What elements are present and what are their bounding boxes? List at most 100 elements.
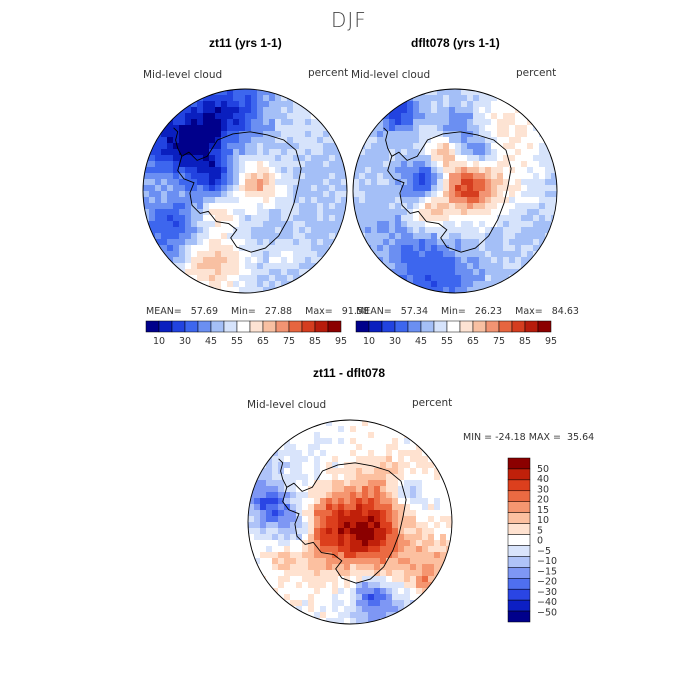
field-cell (290, 552, 297, 559)
field-cell (497, 119, 504, 126)
field-cell (371, 137, 378, 144)
field-cell (434, 516, 441, 523)
field-cell (467, 155, 474, 162)
field-cell (284, 528, 291, 535)
field-cell (380, 534, 387, 541)
field-cell (233, 221, 240, 228)
field-cell (389, 215, 396, 222)
field-cell (521, 161, 528, 168)
field-cell (197, 161, 204, 168)
field-cell (425, 215, 432, 222)
field-cell (362, 444, 369, 451)
colorbar3-swatch (507, 534, 531, 546)
field-cell (440, 546, 447, 553)
field-cell (455, 257, 462, 264)
field-cell (167, 119, 174, 126)
field-cell (323, 197, 330, 204)
field-cell (332, 594, 339, 601)
field-cell (422, 480, 429, 487)
field-cell (356, 510, 363, 517)
field-cell (332, 450, 339, 457)
field-cell (203, 197, 210, 204)
field-cell (299, 245, 306, 252)
field-cell (221, 89, 228, 96)
field-cell (539, 167, 546, 174)
field-cell (179, 263, 186, 270)
field-cell (428, 576, 435, 583)
field-cell (338, 528, 345, 535)
field-cell (311, 227, 318, 234)
field-cell (338, 582, 345, 589)
field-cell (308, 510, 315, 517)
field-cell (401, 185, 408, 192)
field-cell (395, 227, 402, 234)
field-cell (203, 257, 210, 264)
field-cell (371, 197, 378, 204)
field-cell (275, 137, 282, 144)
field-cell (311, 185, 318, 192)
field-cell (326, 468, 333, 475)
field-cell (149, 215, 156, 222)
field-cell (149, 179, 156, 186)
field-cell (413, 149, 420, 156)
field-cell (422, 522, 429, 529)
field-cell (257, 269, 264, 276)
field-cell (422, 468, 429, 475)
field-cell (446, 528, 452, 535)
field-cell (329, 215, 336, 222)
field-cell (332, 474, 339, 481)
field-cell (275, 107, 282, 114)
field-cell (287, 269, 294, 276)
globe-outline (247, 419, 453, 625)
field-cell (344, 492, 351, 499)
field-cell (272, 528, 279, 535)
field-cell (401, 191, 408, 198)
field-cell (155, 197, 162, 204)
field-cell (215, 281, 222, 288)
field-cell (302, 576, 309, 583)
field-cell (281, 281, 288, 288)
field-cell (371, 155, 378, 162)
field-cell (395, 191, 402, 198)
field-cell (515, 209, 522, 216)
field-cell (521, 107, 528, 114)
field-cell (491, 251, 498, 258)
field-cell (407, 179, 414, 186)
field-cell (545, 227, 552, 234)
field-cell (383, 203, 390, 210)
field-cell (515, 131, 522, 138)
field-cell (209, 209, 216, 216)
field-cell (344, 474, 351, 481)
field-cell (443, 185, 450, 192)
field-cell (317, 245, 324, 252)
field-cell (431, 101, 438, 108)
field-cell (149, 221, 156, 228)
field-cell (326, 558, 333, 565)
field-cell (446, 558, 452, 565)
field-cell (272, 546, 279, 553)
field-cell (332, 570, 339, 577)
field-cell (440, 486, 447, 493)
field-cell (437, 155, 444, 162)
field-cell (443, 191, 450, 198)
field-cell (203, 131, 210, 138)
field-cell (191, 101, 198, 108)
field-cell (278, 456, 285, 463)
field-cell (509, 257, 516, 264)
field-cell (383, 131, 390, 138)
field-cell (320, 492, 327, 499)
field-cell (296, 600, 303, 607)
field-cell (509, 239, 516, 246)
field-cell (356, 558, 363, 565)
field-cell (293, 203, 300, 210)
field-cell (527, 251, 534, 258)
field-cell (527, 215, 534, 222)
field-cell (173, 155, 180, 162)
field-cell (377, 155, 384, 162)
field-cell (233, 269, 240, 276)
field-cell (287, 233, 294, 240)
field-cell (398, 438, 405, 445)
field-cell (257, 113, 264, 120)
field-cell (173, 203, 180, 210)
field-cell (539, 215, 546, 222)
